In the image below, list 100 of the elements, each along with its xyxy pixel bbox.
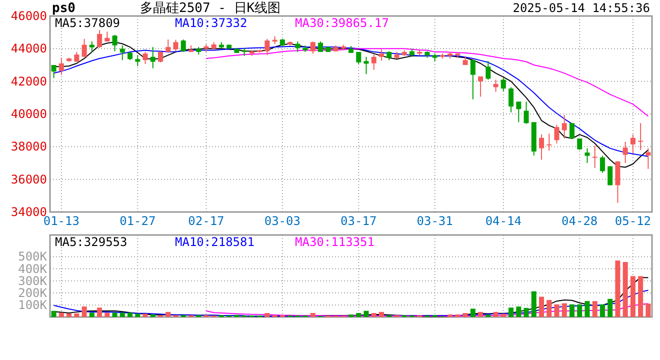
bar: [58, 312, 64, 317]
candlestick: [82, 38, 87, 58]
y-tick-label: 46000: [10, 9, 47, 23]
bar: [66, 313, 72, 317]
candlestick: [638, 122, 644, 150]
candlestick: [577, 138, 582, 150]
bar: [478, 312, 484, 317]
bar: [554, 304, 560, 317]
bar: [600, 304, 605, 317]
bar: [51, 310, 56, 317]
bar: [584, 301, 590, 317]
bar: [348, 314, 354, 317]
bar: [97, 308, 102, 317]
candlestick: [646, 148, 651, 170]
bar: [608, 298, 613, 317]
candlestick: [569, 122, 574, 139]
candlestick: [51, 64, 56, 79]
candlestick: [615, 160, 620, 204]
candlestick: [554, 124, 560, 144]
line-series: [206, 303, 649, 317]
candlestick: [180, 39, 186, 52]
candlestick: [600, 155, 605, 174]
y-tick-label: 36000: [10, 172, 47, 186]
candlestick: [562, 114, 567, 139]
bar: [371, 313, 376, 317]
y-tick-label: 38000: [10, 140, 47, 154]
bar: [310, 313, 316, 317]
bar: [364, 310, 369, 317]
x-tick-label: 05-12: [614, 214, 652, 228]
bar: [493, 312, 498, 317]
bar: [577, 304, 582, 317]
bar: [74, 313, 80, 317]
candlestick: [356, 51, 362, 65]
candlestick: [97, 30, 102, 49]
y-tick-label: 44000: [10, 42, 47, 56]
bar: [89, 312, 94, 317]
candlestick: [584, 148, 590, 164]
bar: [82, 306, 87, 317]
chart-title: 多晶硅2507 - 日K线图: [140, 1, 281, 16]
bar: [615, 260, 620, 317]
x-tick-label: 03-17: [340, 214, 377, 228]
line-series: [53, 290, 649, 317]
chart-subtitle: ps0: [52, 1, 76, 16]
series-label: MA30:39865.17: [295, 16, 389, 30]
bar: [356, 313, 362, 317]
candlestick: [142, 51, 148, 65]
bar: [128, 312, 133, 317]
candlestick: [364, 56, 369, 75]
bar: [562, 303, 567, 317]
y-tick-label: 400K: [18, 262, 48, 276]
bar: [516, 306, 522, 317]
candlestick: [516, 101, 522, 123]
bar: [142, 314, 148, 317]
bar: [531, 291, 536, 317]
y-tick-label: 300K: [18, 274, 48, 288]
candlestick: [104, 31, 110, 42]
bar: [378, 312, 384, 317]
x-tick-label: 03-31: [416, 214, 453, 228]
y-tick-label: 500K: [18, 250, 48, 264]
candlestick: [622, 141, 628, 164]
bar: [486, 314, 491, 317]
bar: [539, 296, 544, 317]
bar: [546, 300, 552, 317]
bar: [448, 314, 453, 317]
bar: [150, 314, 156, 317]
bar: [508, 308, 514, 317]
text: MA5:329553: [55, 235, 128, 249]
series-label: MA5:37809: [55, 16, 120, 30]
candlestick: [486, 60, 491, 80]
bar: [264, 313, 270, 317]
candlestick: [378, 48, 384, 62]
candlestick: [89, 40, 94, 52]
candlestick: [508, 86, 514, 113]
bar: [524, 308, 529, 317]
candlestick: [158, 50, 163, 63]
candlestick: [500, 78, 506, 92]
candlestick: [630, 134, 636, 154]
bar: [638, 276, 644, 317]
candlestick: [592, 145, 598, 168]
candlestick: [371, 54, 376, 70]
candlestick: [264, 38, 270, 56]
y-tick-label: 200K: [18, 286, 48, 300]
x-tick-label: 04-28: [562, 214, 598, 228]
y-tick-label: 40000: [10, 107, 47, 121]
bar: [569, 304, 574, 317]
bar: [592, 301, 598, 317]
candlestick: [58, 57, 64, 76]
candlestick: [135, 54, 140, 66]
bar: [166, 312, 171, 317]
x-tick-label: 03-03: [264, 214, 300, 228]
bar: [630, 276, 636, 317]
y-tick-label: 100K: [18, 298, 48, 312]
bar: [500, 314, 506, 317]
text: 2025-05-14 14:55:36: [512, 1, 650, 15]
candlestick: [546, 133, 552, 152]
candlestick: [493, 79, 498, 92]
candlestick: [318, 40, 324, 52]
x-tick-label: 04-14: [485, 214, 522, 228]
series-label: MA10:37332: [175, 16, 248, 30]
bar: [622, 262, 628, 317]
